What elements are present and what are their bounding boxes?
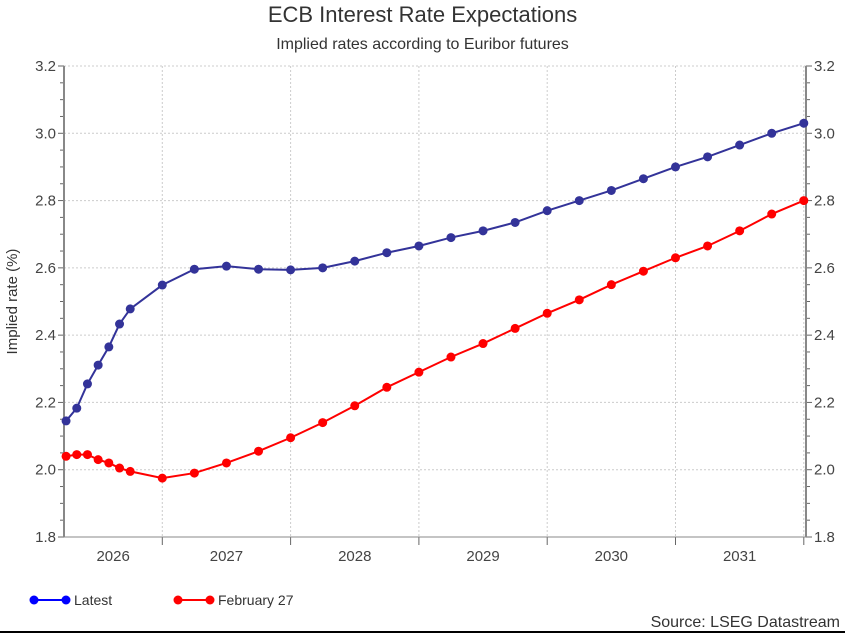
legend-marker-0 — [61, 595, 71, 605]
data-point-0 — [286, 265, 296, 275]
data-point-0 — [61, 416, 71, 426]
y-tick-label-right: 2.4 — [814, 327, 835, 344]
y-tick-label-left: 3.2 — [35, 58, 56, 75]
data-point-1 — [414, 367, 424, 377]
x-tick-label: 2026 — [96, 548, 129, 565]
chart-subtitle: Implied rates according to Euribor futur… — [276, 36, 569, 53]
data-point-1 — [606, 280, 616, 290]
y-tick-label-left: 2.2 — [35, 394, 56, 411]
data-point-0 — [157, 280, 167, 290]
data-point-0 — [318, 263, 328, 273]
data-point-1 — [510, 323, 520, 333]
data-point-1 — [703, 241, 713, 251]
legend-marker-1 — [173, 595, 183, 605]
data-point-0 — [799, 118, 809, 128]
data-point-1 — [382, 382, 392, 392]
y-tick-label-right: 2.0 — [814, 462, 835, 479]
data-point-1 — [254, 446, 264, 456]
data-point-1 — [115, 463, 125, 473]
data-point-0 — [510, 217, 520, 227]
y-tick-label-left: 3.0 — [35, 125, 56, 142]
x-tick-label: 2029 — [466, 548, 499, 565]
data-point-0 — [254, 264, 264, 274]
x-tick-label: 2030 — [595, 548, 628, 565]
data-point-1 — [189, 468, 199, 478]
source-note: Source: LSEG Datastream — [650, 614, 840, 631]
data-point-1 — [350, 401, 360, 411]
legend-label-1: February 27 — [218, 592, 294, 608]
series-line-1 — [65, 199, 805, 480]
data-point-0 — [542, 206, 552, 216]
legend-marker-0 — [29, 595, 39, 605]
data-point-1 — [72, 450, 82, 460]
data-point-1 — [767, 209, 777, 219]
y-tick-label-right: 1.8 — [814, 529, 835, 546]
data-point-1 — [125, 466, 135, 476]
data-point-0 — [414, 241, 424, 251]
data-point-0 — [478, 226, 488, 236]
data-point-0 — [703, 152, 713, 162]
data-point-1 — [638, 266, 648, 276]
y-axis-label: Implied rate (%) — [4, 249, 21, 355]
y-tick-label-right: 3.2 — [814, 58, 835, 75]
data-point-0 — [638, 174, 648, 184]
y-tick-label-left: 2.0 — [35, 462, 56, 479]
data-point-0 — [82, 379, 92, 389]
x-tick-label: 2028 — [338, 548, 371, 565]
data-point-0 — [189, 264, 199, 274]
chart-title: ECB Interest Rate Expectations — [267, 2, 578, 27]
data-point-0 — [221, 261, 231, 271]
data-point-1 — [93, 455, 103, 465]
y-tick-label-left: 2.6 — [35, 260, 56, 277]
data-point-0 — [606, 185, 616, 195]
data-point-1 — [671, 253, 680, 263]
y-tick-label-left: 1.8 — [35, 529, 56, 546]
y-tick-label-right: 3.0 — [814, 125, 835, 142]
y-tick-label-right: 2.6 — [814, 260, 835, 277]
data-point-0 — [104, 342, 114, 352]
data-point-0 — [382, 248, 392, 258]
y-tick-label-left: 2.8 — [35, 193, 56, 210]
data-point-1 — [478, 339, 488, 349]
data-point-1 — [104, 458, 114, 468]
data-point-0 — [574, 196, 584, 206]
data-point-1 — [446, 352, 456, 362]
legend-label-0: Latest — [74, 592, 112, 608]
data-point-1 — [61, 451, 71, 461]
bottom-border — [0, 631, 845, 633]
data-point-0 — [446, 233, 456, 243]
data-point-1 — [157, 473, 167, 483]
data-point-0 — [767, 128, 777, 138]
data-point-1 — [286, 433, 296, 443]
series-line-0 — [65, 122, 805, 422]
legend-marker-1 — [205, 595, 215, 605]
data-point-1 — [735, 226, 745, 236]
data-point-0 — [115, 319, 125, 329]
data-point-1 — [82, 450, 92, 460]
x-tick-label: 2027 — [210, 548, 243, 565]
data-point-1 — [799, 196, 809, 206]
x-tick-label: 2031 — [723, 548, 756, 565]
data-point-0 — [93, 360, 103, 370]
data-point-0 — [125, 304, 135, 314]
data-point-1 — [318, 418, 328, 428]
data-point-0 — [72, 403, 82, 413]
data-point-0 — [671, 162, 680, 172]
data-point-0 — [350, 256, 360, 266]
data-point-1 — [221, 458, 231, 468]
y-tick-label-right: 2.2 — [814, 394, 835, 411]
data-point-0 — [735, 140, 745, 150]
data-point-1 — [574, 295, 584, 305]
data-point-1 — [542, 308, 552, 318]
y-tick-label-left: 2.4 — [35, 327, 56, 344]
y-tick-label-right: 2.8 — [814, 193, 835, 210]
